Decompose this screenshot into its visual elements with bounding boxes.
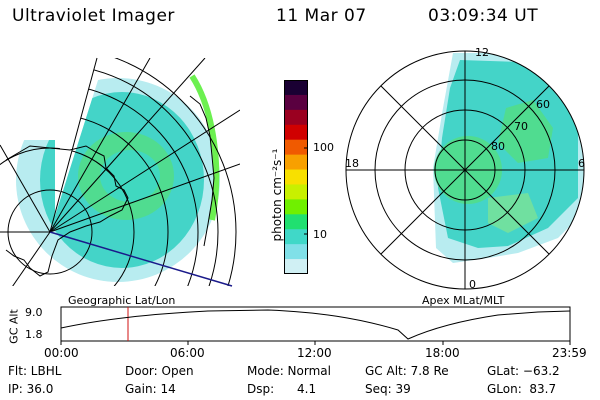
geographic-map <box>0 57 240 287</box>
filter-info: Flt: LBHL <box>8 364 62 378</box>
antarctica-coastline <box>5 145 129 277</box>
aurora-emission-inner <box>100 150 160 202</box>
aurora-dawn-patch <box>498 100 553 163</box>
colorbar-tick-10: 10 <box>313 228 327 241</box>
polar-mlat-mlt-map <box>345 50 585 290</box>
time-tick-0000: 00:00 <box>44 346 79 360</box>
observation-time: 03:09:34 UT <box>428 6 539 26</box>
colorbar-segment <box>284 244 308 260</box>
mlat-label-70: 70 <box>514 120 528 133</box>
colorbar-segment <box>284 80 308 96</box>
mlat-label-80: 80 <box>491 140 505 153</box>
mlat-label-60: 60 <box>536 98 550 111</box>
dsp-info: Dsp: 4.1 <box>247 382 317 396</box>
mlt-label-12: 12 <box>475 46 489 59</box>
instrument-title: Ultraviolet Imager <box>12 6 175 26</box>
colorbar-segment <box>284 154 308 171</box>
colorbar-segment <box>284 214 308 230</box>
mlt-label-6: 6 <box>578 157 585 170</box>
mlt-label-0: 0 <box>469 278 476 291</box>
gain-info: Gain: 14 <box>125 382 176 396</box>
altitude-ymax: 9.0 <box>25 306 43 319</box>
time-tick-2359: 23:59 <box>552 346 587 360</box>
colorbar-unit-label: photon cm⁻²s⁻¹ <box>270 148 284 242</box>
colorbar-segment <box>284 169 308 185</box>
mlt-label-18: 18 <box>345 157 359 170</box>
view-edge-line <box>49 57 98 233</box>
colorbar-segment <box>284 139 308 156</box>
colorbar-segment <box>284 184 308 200</box>
left-panel-caption: Geographic Lat/Lon <box>68 294 176 307</box>
colorbar-segment <box>284 229 308 245</box>
time-tick-1200: 12:00 <box>297 346 332 360</box>
colorbar-segment <box>284 259 308 274</box>
time-tick-1800: 18:00 <box>425 346 460 360</box>
ip-info: IP: 36.0 <box>8 382 54 396</box>
door-info: Door: Open <box>125 364 194 378</box>
altitude-ymin: 1.8 <box>25 328 43 341</box>
altitude-curve <box>60 309 571 340</box>
altitude-plot <box>60 306 571 345</box>
colorbar-tick-100: 100 <box>313 141 334 154</box>
colorbar-segment <box>284 109 308 126</box>
observation-date: 11 Mar 07 <box>276 6 367 26</box>
mode-info: Mode: Normal <box>247 364 331 378</box>
glon-info: GLon: 83.7 <box>487 382 557 396</box>
colorbar <box>284 80 308 274</box>
mlt-line-diag-2 <box>380 85 550 255</box>
altitude-axis-label: GC Alt <box>7 309 21 344</box>
colorbar-segment <box>284 199 308 215</box>
aurora-night-patch <box>488 193 538 233</box>
time-tick-0600: 06:00 <box>170 346 205 360</box>
terminator-line <box>49 231 233 287</box>
colorbar-segment <box>284 94 308 111</box>
seq-info: Seq: 39 <box>365 382 411 396</box>
coastline-detail <box>189 95 215 247</box>
aurora-arc-dayside <box>189 74 220 221</box>
right-panel-caption: Apex MLat/MLT <box>422 294 505 307</box>
glat-info: GLat: −63.2 <box>487 364 560 378</box>
gc-alt-info: GC Alt: 7.8 Re <box>365 364 449 378</box>
colorbar-segment <box>284 124 308 141</box>
